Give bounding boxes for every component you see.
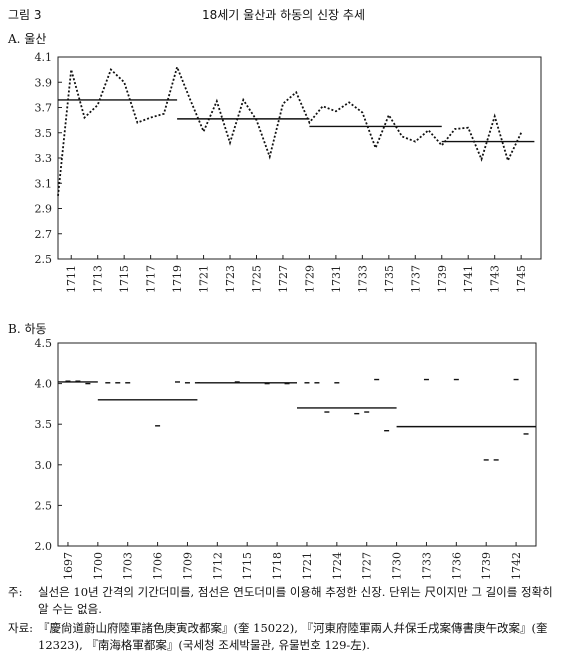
x-tick-label: 1715 — [118, 265, 131, 293]
y-tick-label: 4.5 — [35, 337, 53, 350]
plot-frame — [57, 342, 537, 547]
x-tick-label: 1741 — [462, 265, 475, 293]
y-tick-label: 3.9 — [35, 76, 53, 89]
note-prefix: 주: — [8, 585, 23, 599]
x-tick-label: 1731 — [330, 265, 343, 293]
y-tick-label: 3.0 — [35, 459, 53, 472]
x-tick-label: 1706 — [152, 552, 165, 580]
x-tick-label: 1739 — [436, 265, 449, 293]
figure-label: 그림 3 — [8, 8, 42, 22]
y-tick-label: 2.0 — [35, 540, 53, 553]
x-tick-label: 1719 — [171, 265, 184, 293]
x-tick-label: 1730 — [391, 552, 404, 580]
x-tick-label: 1721 — [198, 265, 211, 293]
x-tick-label: 1712 — [211, 552, 224, 580]
x-tick-label: 1727 — [361, 552, 374, 580]
y-tick-label: 2.5 — [35, 499, 53, 512]
x-tick-label: 1697 — [62, 552, 75, 580]
y-tick-label: 2.7 — [35, 228, 53, 241]
panel-a-label: A. 울산 — [8, 32, 47, 46]
x-tick-label: 1733 — [356, 265, 369, 293]
y-tick-label: 3.5 — [35, 127, 53, 140]
x-tick-label: 1715 — [241, 552, 254, 580]
source-prefix: 자료: — [8, 621, 34, 635]
note-text: 실선은 10년 간격의 기간더미를, 점선은 연도더미를 이용해 추정한 신장.… — [38, 585, 553, 616]
panel-b-label: B. 하동 — [8, 322, 47, 336]
y-tick-label: 2.5 — [35, 253, 53, 266]
figure-title: 18세기 울산과 하동의 신장 추세 — [201, 8, 365, 22]
x-tick-label: 1723 — [224, 265, 237, 293]
y-tick-label: 3.5 — [35, 418, 53, 431]
figure-source: 자료: 『慶尙道蔚山府陸軍諸色庚寅改都案』(奎 15022), 『河東府陸軍兩人幷… — [8, 620, 563, 654]
x-tick-label: 1739 — [480, 552, 493, 580]
y-tick-label: 4.1 — [35, 51, 53, 64]
y-tick-label: 3.1 — [35, 177, 53, 190]
x-tick-label: 1703 — [122, 552, 135, 580]
y-tick-label: 3.7 — [35, 102, 53, 115]
x-tick-label: 1700 — [92, 552, 105, 580]
source-text: 『慶尙道蔚山府陸軍諸色庚寅改都案』(奎 15022), 『河東府陸軍兩人幷保壬戌… — [38, 621, 548, 652]
y-tick-label: 3.3 — [35, 152, 53, 165]
x-tick-label: 1735 — [383, 265, 396, 293]
x-tick-label: 1737 — [409, 265, 422, 293]
x-tick-label: 1742 — [510, 552, 523, 580]
y-tick-label: 4.0 — [35, 378, 53, 391]
hadong-height-chart: 4.5 4.0 3.5 3.0 2.5 2.0 1697 1700 1703 1706 1709 17… — [35, 337, 537, 580]
x-tick-label: 1713 — [92, 265, 105, 293]
x-tick-label: 1709 — [181, 552, 194, 580]
x-tick-label: 1725 — [250, 265, 263, 293]
x-tick-label: 1727 — [277, 265, 290, 293]
x-tick-label: 1736 — [450, 552, 463, 580]
ulsan-height-chart: 4.1 3.9 3.7 3.5 3.3 3.1 2.9 2.7 2.5 1711 1713 1715 1… — [35, 51, 542, 293]
x-tick-label: 1733 — [420, 552, 433, 580]
x-tick-label: 1729 — [303, 265, 316, 293]
x-tick-label: 1711 — [65, 265, 78, 293]
x-tick-label: 1724 — [331, 552, 344, 580]
x-tick-label: 1745 — [515, 265, 528, 293]
x-tick-label: 1721 — [301, 552, 314, 580]
y-tick-label: 2.9 — [35, 203, 53, 216]
x-tick-label: 1718 — [271, 552, 284, 580]
x-tick-label: 1717 — [145, 265, 158, 293]
x-tick-label: 1743 — [489, 265, 502, 293]
figure-note: 주: 실선은 10년 간격의 기간더미를, 점선은 연도더미를 이용해 추정한 신… — [8, 584, 563, 618]
